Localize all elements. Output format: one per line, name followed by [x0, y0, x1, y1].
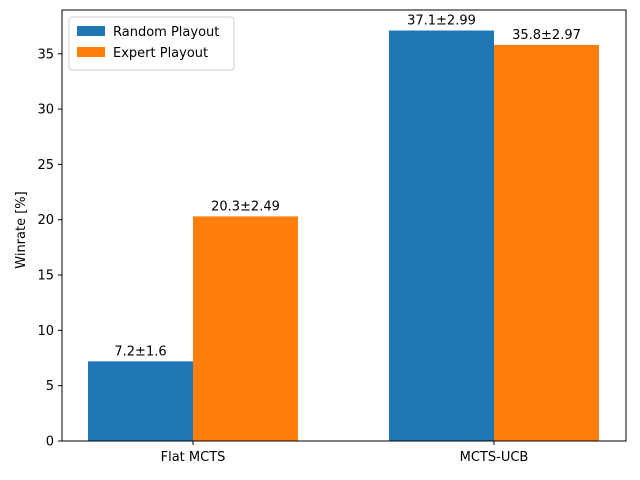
legend-label: Random Playout [113, 25, 219, 40]
data-labels-group: 7.2±1.6 37.1±2.99 20.3±2.49 35.8±2.97 [114, 14, 581, 360]
y-tick-label: 20 [37, 213, 54, 228]
x-ticks-group: Flat MCTS MCTS-UCB [161, 441, 529, 465]
data-label: 35.8±2.97 [512, 28, 581, 43]
y-ticks-group: 0 5 10 15 20 25 30 35 [37, 47, 62, 450]
y-tick-label: 5 [46, 379, 54, 394]
y-tick-label: 30 [37, 103, 54, 118]
y-tick-label: 35 [37, 47, 54, 62]
data-label: 20.3±2.49 [211, 199, 280, 214]
y-tick-label: 25 [37, 158, 54, 173]
y-axis-label: Winrate [%] [14, 191, 29, 268]
legend-box [68, 16, 235, 71]
y-tick-label: 15 [37, 269, 54, 284]
bar [88, 361, 193, 441]
legend-swatch [77, 47, 105, 57]
x-tick-label: MCTS-UCB [460, 450, 529, 465]
legend-label: Expert Playout [113, 46, 208, 61]
legend-swatch [77, 26, 105, 36]
x-tick-label: Flat MCTS [161, 450, 226, 465]
y-axis-label-group: Winrate [%] [14, 191, 29, 268]
bar [494, 44, 599, 441]
bars-group [88, 30, 599, 442]
bar [389, 30, 494, 442]
bar [193, 216, 298, 441]
data-label: 37.1±2.99 [407, 14, 476, 29]
y-tick-label: 10 [37, 324, 54, 339]
legend: Random Playout Expert Playout [68, 16, 235, 71]
data-label: 7.2±1.6 [114, 344, 166, 359]
plot-frame [61, 9, 627, 442]
y-tick-label: 0 [46, 435, 54, 450]
